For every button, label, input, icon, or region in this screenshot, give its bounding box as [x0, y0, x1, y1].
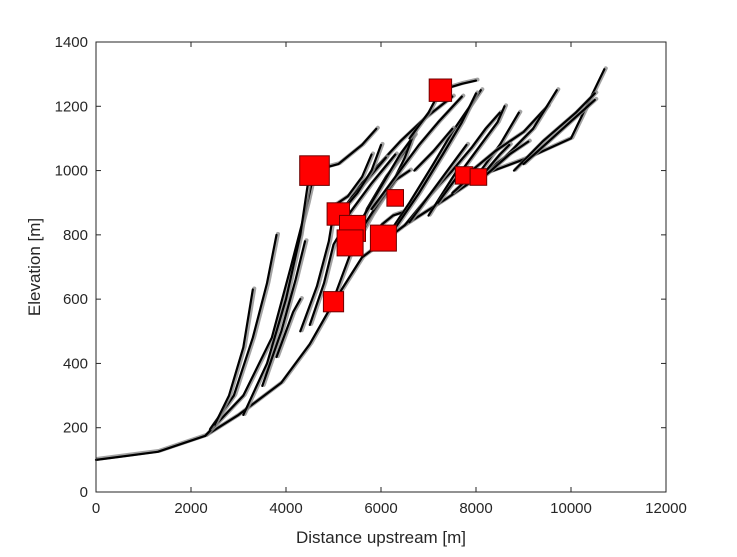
profile-line-19: [427, 169, 459, 217]
profile-line-26: [512, 92, 596, 172]
profile-line-7: [275, 298, 302, 359]
x-tick-label-5: 10000: [550, 500, 592, 517]
knickpoint-marker-1: [428, 78, 453, 102]
x-tick-label-0: 0: [92, 500, 100, 517]
profile-line-36: [413, 127, 454, 172]
profile-line-34: [344, 153, 397, 220]
profile-line-18: [408, 143, 468, 224]
profile-line-20: [436, 105, 506, 204]
profile-line-4: [213, 288, 254, 426]
y-tick-label-5: 1000: [55, 163, 88, 180]
profile-line-22: [463, 105, 549, 179]
profile-line-25: [484, 140, 530, 177]
profile-line-35: [370, 95, 463, 211]
y-tick-label-1: 200: [63, 420, 88, 437]
profile-line-27: [522, 98, 596, 166]
knickpoint-marker-0: [299, 155, 330, 186]
x-tick-label-4: 8000: [459, 500, 492, 517]
knickpoint-markers: [299, 78, 488, 313]
y-tick-label-4: 800: [63, 227, 88, 244]
knickpoint-marker-9: [322, 291, 345, 313]
x-tick-label-1: 2000: [174, 500, 207, 517]
y-tick-label-0: 0: [80, 484, 88, 501]
profile-line-6: [261, 240, 307, 387]
x-tick-label-6: 12000: [645, 500, 687, 517]
x-tick-label-2: 4000: [269, 500, 302, 517]
y-tick-label-7: 1400: [55, 34, 88, 51]
profile-line-16: [389, 92, 478, 236]
profile-line-15: [384, 89, 482, 240]
y-axis-label: Elevation [m]: [25, 218, 44, 316]
x-axis-label: Distance upstream [m]: [296, 528, 466, 547]
knickpoint-marker-6: [386, 189, 404, 207]
axes: 0 2000 4000 6000 8000 10000 12000 0 200 400 600 800…: [55, 34, 687, 517]
knickpoint-marker-8: [469, 168, 488, 186]
profile-line-8: [299, 211, 335, 333]
y-tick-label-6: 1200: [55, 98, 88, 115]
knickpoint-marker-4: [336, 229, 364, 257]
y-tick-label-2: 400: [63, 355, 88, 372]
profile-line-5: [242, 169, 311, 416]
profile-lines: [94, 66, 608, 461]
profile-line-14: [379, 211, 404, 227]
knickpoint-marker-5: [369, 224, 397, 252]
y-tick-label-3: 600: [63, 291, 88, 308]
x-tick-label-3: 6000: [364, 500, 397, 517]
